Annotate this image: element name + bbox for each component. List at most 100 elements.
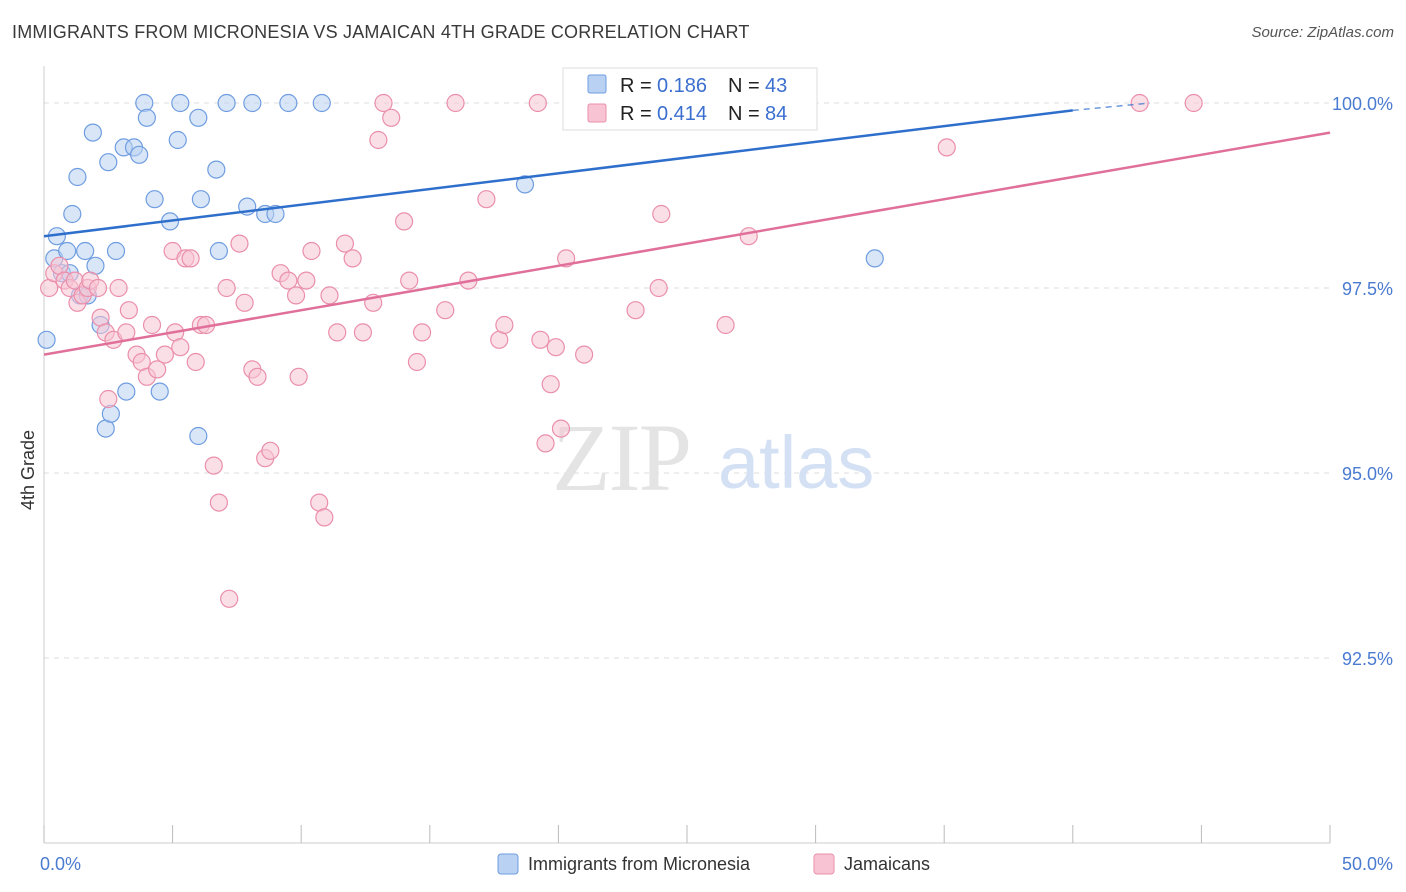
jamaicans-point-53 [343,249,362,268]
jamaicans-point-83 [1130,93,1149,113]
jamaicans-point-50 [320,286,339,305]
jamaicans-point-58 [382,108,401,127]
jamaicans-point-45 [289,367,308,386]
y-axis-title: 4th Grade [18,430,38,510]
jamaicans-point-56 [369,130,388,150]
jamaicans-point-34 [217,278,236,298]
jamaicans-point-63 [436,301,455,320]
micronesia-point-15 [99,153,118,172]
jamaicans-point-10 [88,278,108,298]
micronesia-point-16 [101,404,120,423]
legend-bottom-label-blue: Immigrants from Micronesia [528,854,751,874]
jamaicans-point-74 [551,419,571,438]
jamaicans-point-43 [279,271,298,290]
jamaicans-point-23 [155,345,174,364]
micronesia-point-11 [83,123,102,142]
micronesia-point-27 [168,130,187,150]
jamaicans-point-57 [374,93,393,113]
micronesia-point-37 [266,204,285,224]
micronesia-point-19 [117,382,136,401]
micronesia-point-29 [189,108,208,127]
legend-r-value-blue: 0.186 [657,75,707,97]
jamaicans-point-36 [230,234,249,253]
x-tick-label-0: 0.0% [40,854,81,874]
micronesia-point-0 [37,330,56,349]
y-tick-label-0: 100.0% [1332,94,1393,114]
micronesia-point-21 [130,145,149,164]
micronesia-point-35 [243,93,262,113]
legend-swatch-pink [587,103,607,123]
jamaicans-point-51 [328,323,347,342]
y-tick-labels: 100.0% 97.5% 95.0% 92.5% [1332,94,1393,669]
watermark-atlas: atlas [718,421,874,504]
trend-line-jamaicans [43,131,1331,356]
source-label: Source: ZipAtlas.com [1251,24,1394,41]
jamaicans-point-84 [1184,93,1203,113]
jamaicans-point-22 [148,360,167,379]
gridlines [44,102,1330,659]
jamaicans-point-37 [235,293,254,312]
micronesia-point-28 [171,93,190,113]
legend-n-value-blue: 43 [765,75,787,97]
jamaicans-point-59 [394,212,414,231]
axes [43,66,1331,844]
micronesia-point-42 [189,426,208,446]
micronesia-point-23 [137,108,156,127]
jamaicans-point-62 [412,323,432,342]
micronesia-point-38 [279,93,298,113]
series-micronesia-points [37,93,884,446]
micronesia-point-17 [106,241,126,261]
legend-n-label-pink: N = [728,103,760,125]
y-tick-label-3: 92.5% [1342,649,1393,669]
jamaicans-point-44 [286,286,306,305]
micronesia-point-31 [207,160,226,179]
chart-title: IMMIGRANTS FROM MICRONESIA VS JAMAICAN 4… [12,22,750,42]
jamaicans-point-77 [626,301,645,320]
jamaicans-point-81 [739,227,758,246]
x-tick-label-1: 50.0% [1342,854,1393,874]
legend-bottom-swatch-pink [813,853,835,875]
jamaicans-point-80 [716,315,735,335]
micronesia-point-25 [150,382,169,401]
jamaicans-point-73 [546,338,565,357]
trend-lines [43,102,1331,356]
jamaicans-point-46 [297,271,316,290]
watermark-zip: ZIP [552,404,690,511]
jamaicans-point-13 [99,389,118,409]
micronesia-point-41 [865,249,884,268]
micronesia-point-7 [68,167,87,187]
micronesia-point-39 [312,93,331,113]
jamaicans-point-21 [142,315,162,335]
jamaicans-point-82 [937,138,956,157]
jamaicans-point-64 [446,93,465,113]
micronesia-point-32 [209,241,228,261]
jamaicans-point-15 [109,278,128,298]
jamaicans-point-28 [181,249,200,268]
watermark: ZIP atlas [552,404,874,511]
jamaicans-point-39 [248,367,267,386]
jamaicans-point-76 [575,345,594,364]
jamaicans-point-54 [353,323,373,342]
legend-bottom-swatch-blue [497,853,519,875]
jamaicans-point-49 [315,508,334,527]
jamaicans-point-70 [531,330,550,349]
trend-line-micronesia [43,109,1073,238]
legend-r-label-blue: R = [620,75,652,97]
jamaicans-point-66 [477,190,496,209]
micronesia-point-24 [145,190,164,209]
jamaicans-point-68 [495,315,514,335]
legend-r-value-pink: 0.414 [657,103,707,125]
jamaicans-point-72 [541,375,560,394]
legend-swatch-blue [587,74,607,94]
micronesia-point-6 [63,204,82,224]
y-tick-label-2: 95.0% [1342,464,1393,484]
jamaicans-point-33 [209,493,228,512]
jamaicans-point-52 [335,234,355,253]
jamaicans-point-78 [649,278,668,298]
micronesia-point-33 [217,93,236,113]
legend-r-label-pink: R = [620,103,652,125]
jamaicans-point-32 [204,456,223,475]
jamaicans-point-79 [652,204,671,224]
series-jamaicans-points [40,93,1203,608]
